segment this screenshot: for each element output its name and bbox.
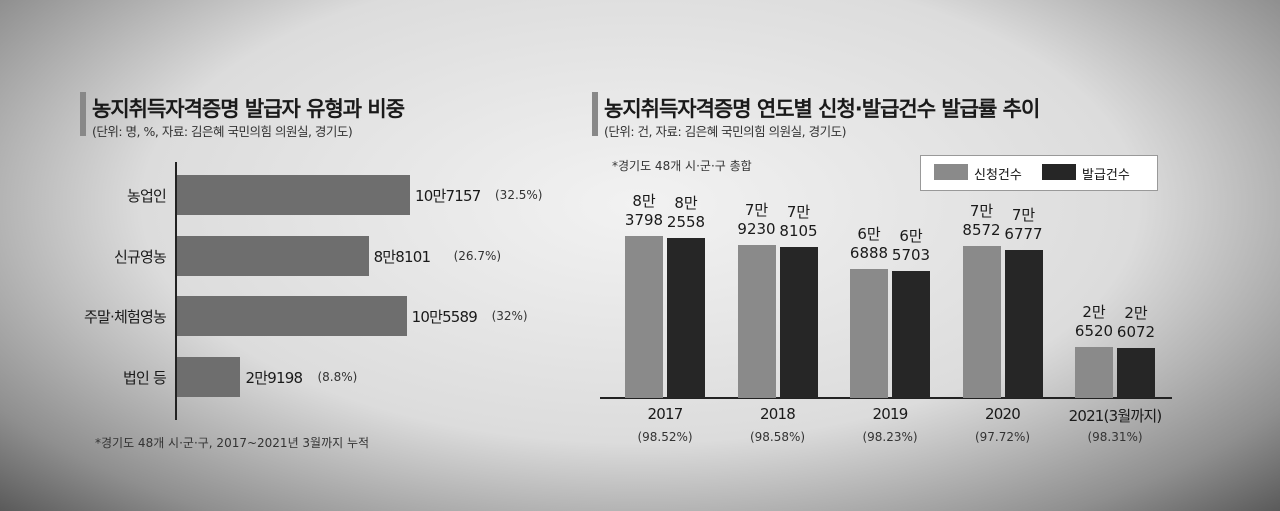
bar — [177, 356, 241, 397]
category-label: 신규영농 — [113, 247, 167, 266]
value-label: 2만 6072 — [1116, 303, 1156, 341]
axis-line — [600, 397, 1172, 399]
bar — [1075, 346, 1113, 398]
rate-label: (98.23%) — [862, 430, 918, 444]
x-tick-label: 2017 — [647, 405, 684, 423]
value-label: 2만9198 — [245, 368, 303, 387]
value-label: 6만 5703 — [891, 226, 931, 264]
category-label: 농업인 — [126, 187, 167, 205]
bar — [625, 236, 663, 398]
value-label: 8만 2558 — [666, 194, 706, 232]
bar — [1117, 347, 1155, 398]
bar — [779, 247, 818, 398]
category-label: 주말·체험영농 — [84, 308, 167, 326]
bar — [737, 244, 776, 398]
chart-subtitle: (단위: 건, 자료: 김은혜 국민의힘 의원실, 경기도) — [604, 124, 846, 139]
bar — [892, 270, 930, 398]
rate-label: (98.58%) — [749, 430, 806, 444]
bar — [667, 238, 705, 398]
category-label: 법인 등 — [123, 368, 167, 387]
chart-title: 농지취득자격증명 발급자 유형과 비중 — [92, 97, 405, 121]
bar — [177, 296, 407, 336]
axis-line — [175, 162, 177, 420]
share-label: (26.7%) — [453, 248, 502, 263]
bar — [177, 235, 369, 276]
value-label: 8만8101 — [373, 247, 432, 266]
x-tick-label: 2018 — [760, 405, 796, 423]
value-label: 8만 3798 — [624, 192, 664, 229]
bar — [850, 268, 888, 398]
title-marker — [80, 92, 86, 136]
bar — [962, 246, 1001, 398]
value-label: 10만7157 — [415, 187, 481, 205]
rate-label: (98.52%) — [637, 430, 693, 444]
value-label: 7만 6777 — [1004, 205, 1043, 243]
bar — [1004, 249, 1043, 398]
value-label: 6만 6888 — [849, 224, 889, 262]
x-tick-label: 2019 — [872, 405, 909, 423]
value-label: 7만 8105 — [779, 203, 818, 240]
share-label: (32.5%) — [495, 188, 543, 202]
share-label: (32%) — [491, 309, 528, 323]
rate-label: (98.31%) — [1087, 430, 1143, 444]
rate-label: (97.72%) — [974, 430, 1031, 444]
value-label: 7만 8572 — [962, 202, 1001, 240]
x-tick-label: 2020 — [985, 405, 1021, 423]
legend-swatch — [934, 164, 968, 180]
chart-subtitle: (단위: 명, %, 자료: 김은혜 국민의힘 의원실, 경기도) — [92, 124, 353, 139]
title-marker — [592, 92, 598, 136]
x-tick-label: 2021(3월까지) — [1068, 407, 1163, 425]
chart-title: 농지취득자격증명 연도별 신청·발급건수 발급률 추이 — [604, 97, 1040, 121]
value-label: 10만5589 — [411, 308, 478, 326]
bar — [177, 175, 410, 215]
chart-note: *경기도 48개 시·군·구, 2017~2021년 3월까지 누적 — [95, 436, 370, 450]
legend-label: 발급건수 — [1082, 168, 1130, 183]
legend-label: 신청건수 — [974, 168, 1022, 183]
value-label: 2만 6520 — [1074, 302, 1114, 340]
share-label: (8.8%) — [317, 369, 358, 384]
legend-swatch — [1042, 164, 1076, 180]
chart-note: *경기도 48개 시·군·구 총합 — [612, 159, 752, 173]
value-label: 7만 9230 — [737, 200, 776, 238]
